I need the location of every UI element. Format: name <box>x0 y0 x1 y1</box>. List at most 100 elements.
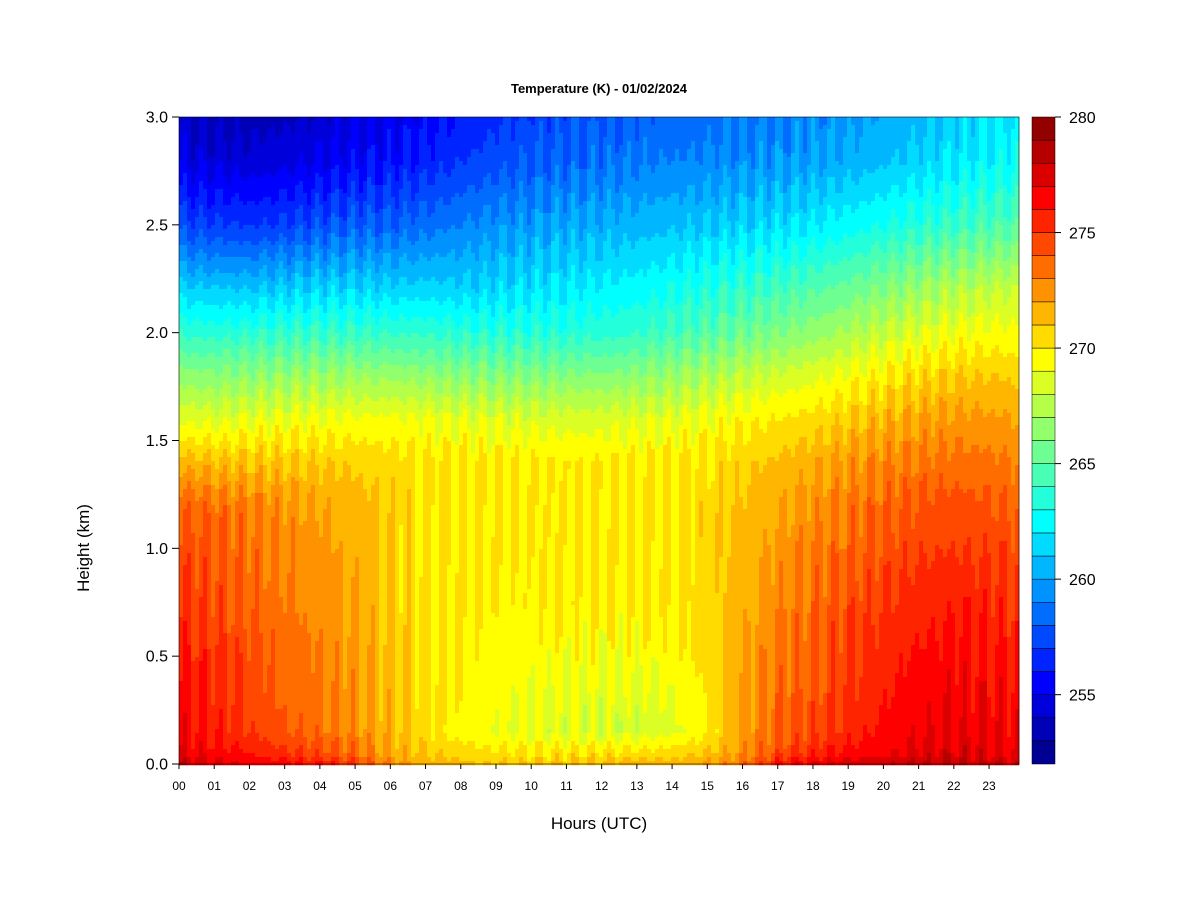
heatmap-cell <box>747 173 751 177</box>
heatmap-cell <box>335 149 339 153</box>
heatmap-cell <box>187 117 191 121</box>
heatmap-cell <box>535 185 539 189</box>
heatmap-cell <box>579 157 583 161</box>
heatmap-cell <box>687 173 691 177</box>
heatmap-cell <box>783 161 787 165</box>
heatmap-cell <box>567 157 571 161</box>
heatmap-cell <box>707 161 711 165</box>
heatmap-cell <box>655 149 659 153</box>
heatmap-cell <box>239 181 243 185</box>
heatmap-cell <box>227 185 231 189</box>
heatmap-cell <box>587 129 591 133</box>
heatmap-cell <box>815 181 819 185</box>
heatmap-cell <box>379 161 383 165</box>
heatmap-cell <box>623 153 627 157</box>
heatmap-cell <box>711 117 715 121</box>
heatmap-cell <box>783 121 787 125</box>
heatmap-cell <box>847 177 851 181</box>
heatmap-cell <box>479 173 483 177</box>
heatmap-cell <box>431 141 435 145</box>
heatmap-cell <box>375 165 379 169</box>
heatmap-cell <box>655 117 659 121</box>
heatmap-cell <box>815 137 819 141</box>
heatmap-cell <box>603 169 607 173</box>
heatmap-cell <box>791 189 795 193</box>
heatmap-cell <box>855 173 859 177</box>
heatmap-cell <box>283 149 287 153</box>
heatmap-cell <box>295 121 299 125</box>
heatmap-cell <box>1011 177 1015 181</box>
heatmap-cell <box>263 157 267 161</box>
heatmap-cell <box>203 125 207 129</box>
heatmap-cell <box>811 153 815 157</box>
heatmap-cell <box>331 161 335 165</box>
heatmap-cell <box>567 197 571 201</box>
heatmap-cell <box>1003 197 1007 201</box>
heatmap-cell <box>291 129 295 133</box>
heatmap-cell <box>451 189 455 193</box>
heatmap-cell <box>731 185 735 189</box>
heatmap-cell <box>731 149 735 153</box>
heatmap-cell <box>307 197 311 201</box>
heatmap-cell <box>255 137 259 141</box>
heatmap-cell <box>387 161 391 165</box>
heatmap-cell <box>799 181 803 185</box>
heatmap-cell <box>635 165 639 169</box>
heatmap-cell <box>751 117 755 121</box>
heatmap-cell <box>579 161 583 165</box>
heatmap-cell <box>527 125 531 129</box>
heatmap-cell <box>879 117 883 121</box>
heatmap-cell <box>227 189 231 193</box>
heatmap-cell <box>931 141 935 145</box>
heatmap-cell <box>867 145 871 149</box>
heatmap-cell <box>627 153 631 157</box>
heatmap-cell <box>891 197 895 201</box>
heatmap-cell <box>563 117 567 121</box>
heatmap-cell <box>935 133 939 137</box>
heatmap-cell <box>599 157 603 161</box>
heatmap-cell <box>759 161 763 165</box>
heatmap-cell <box>991 165 995 169</box>
heatmap-cell <box>699 149 703 153</box>
heatmap-cell <box>579 181 583 185</box>
heatmap-cell <box>231 129 235 133</box>
heatmap-cell <box>451 121 455 125</box>
heatmap-cell <box>427 173 431 177</box>
heatmap-cell <box>999 153 1003 157</box>
heatmap-cell <box>607 193 611 197</box>
heatmap-cell <box>411 165 415 169</box>
heatmap-cell <box>543 169 547 173</box>
heatmap-cell <box>219 189 223 193</box>
heatmap-cell <box>879 197 883 201</box>
heatmap-cell <box>819 141 823 145</box>
heatmap-cell <box>411 125 415 129</box>
heatmap-cell <box>243 141 247 145</box>
heatmap-cell <box>879 125 883 129</box>
heatmap-cell <box>663 133 667 137</box>
heatmap-cell <box>687 129 691 133</box>
heatmap-cell <box>619 173 623 177</box>
heatmap-cell <box>315 129 319 133</box>
heatmap-cell <box>275 121 279 125</box>
heatmap-cell <box>407 125 411 129</box>
heatmap-cell <box>583 193 587 197</box>
heatmap-cell <box>239 141 243 145</box>
heatmap-cell <box>527 121 531 125</box>
heatmap-cell <box>443 117 447 121</box>
heatmap-cell <box>871 177 875 181</box>
heatmap-cell <box>595 169 599 173</box>
heatmap-cell <box>879 149 883 153</box>
heatmap-cell <box>563 193 567 197</box>
heatmap-cell <box>691 117 695 121</box>
heatmap-cell <box>319 189 323 193</box>
heatmap-cell <box>335 133 339 137</box>
heatmap-cell <box>179 141 183 145</box>
heatmap-cell <box>615 161 619 165</box>
heatmap-cell <box>1007 149 1011 153</box>
heatmap-cell <box>583 133 587 137</box>
heatmap-cell <box>551 197 555 201</box>
heatmap-cell <box>835 193 839 197</box>
heatmap-cell <box>779 133 783 137</box>
heatmap-cell <box>979 121 983 125</box>
heatmap-cell <box>643 121 647 125</box>
